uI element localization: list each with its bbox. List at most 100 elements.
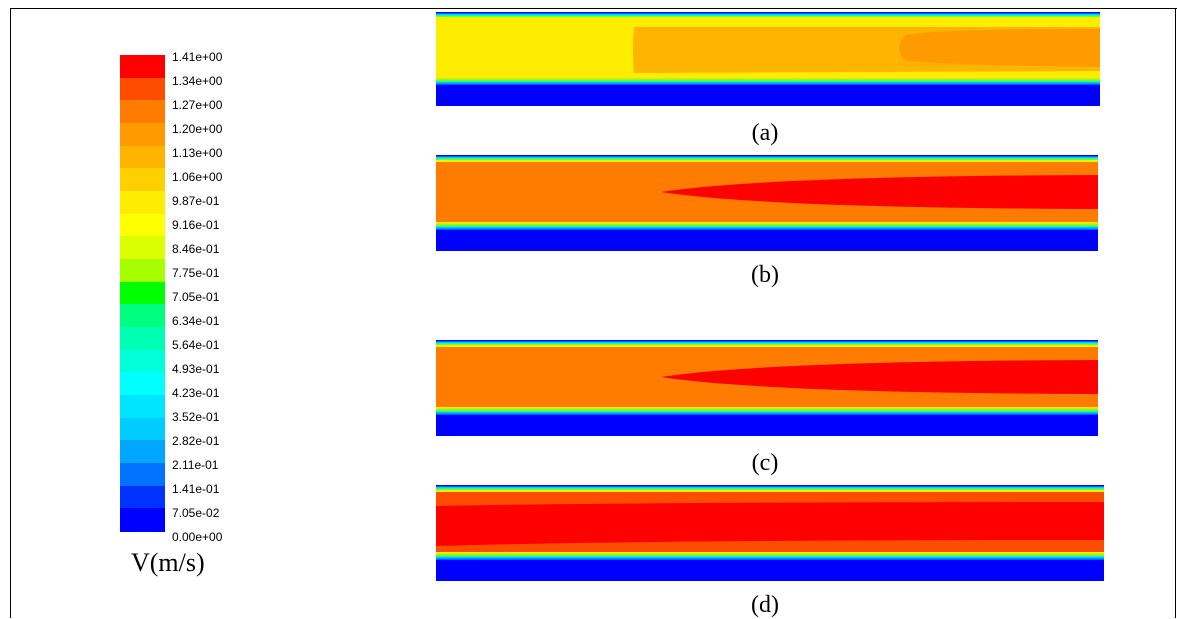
contour-band xyxy=(436,552,1104,554)
contour-band xyxy=(436,77,1100,79)
contour-band xyxy=(436,407,1098,409)
velocity-jet-region xyxy=(436,502,1104,546)
colorbar-swatch xyxy=(120,145,165,169)
contour-band xyxy=(436,487,1104,489)
contour-band xyxy=(436,156,1098,158)
contour-band xyxy=(436,342,1098,344)
caption-a: (a) xyxy=(751,120,779,146)
contour-band xyxy=(436,345,1098,347)
colorbar-tick-label: 7.05e-02 xyxy=(172,506,220,520)
colorbar-swatch xyxy=(120,100,165,124)
contour-band xyxy=(436,340,1098,342)
contour-band xyxy=(436,15,1100,17)
contour-band xyxy=(436,553,1104,555)
colorbar-tick-label: 8.46e-01 xyxy=(172,242,220,256)
contour-band xyxy=(436,83,1100,85)
contour-panel-c xyxy=(436,340,1098,436)
colorbar-swatch xyxy=(120,213,165,237)
colorbar-tick-label: 1.27e+00 xyxy=(172,98,223,112)
contour-band xyxy=(436,490,1104,492)
contour-band xyxy=(436,79,1100,81)
colorbar-tick-label: 1.41e+00 xyxy=(172,50,223,64)
colorbar-tick-label: 6.34e-01 xyxy=(172,314,220,328)
colorbar-swatch xyxy=(120,281,165,305)
colorbar-swatch xyxy=(120,304,165,328)
contour-band xyxy=(436,344,1098,346)
contour-band xyxy=(436,491,1104,493)
contour-band xyxy=(436,343,1098,345)
contour-band xyxy=(436,412,1098,414)
contour-plot-svg xyxy=(436,485,1104,581)
contour-band xyxy=(436,227,1098,229)
colorbar-tick-label: 2.11e-01 xyxy=(172,458,219,472)
colorbar-tick-label: 4.23e-01 xyxy=(172,386,220,400)
contour-plot-svg xyxy=(436,12,1100,106)
colorbar-tick-label: 2.82e-01 xyxy=(172,434,220,448)
contour-band xyxy=(436,157,1098,159)
colorbar-tick-label: 5.64e-01 xyxy=(172,338,220,352)
contour-band xyxy=(436,225,1098,228)
contour-band xyxy=(436,78,1100,80)
contour-band xyxy=(436,558,1104,560)
contour-band xyxy=(436,485,1104,487)
contour-panel-d xyxy=(436,485,1104,581)
velocity-jet-core xyxy=(899,29,1100,67)
contour-band xyxy=(436,488,1104,490)
caption-b: (b) xyxy=(751,262,779,288)
contour-band xyxy=(436,223,1098,225)
contour-band xyxy=(436,160,1098,162)
contour-band xyxy=(436,228,1098,230)
colorbar-tick-label: 4.93e-01 xyxy=(172,362,220,376)
contour-band xyxy=(436,82,1100,84)
colorbar-tick-label: 7.75e-01 xyxy=(172,266,220,280)
top-border xyxy=(10,8,1177,9)
contour-band xyxy=(436,408,1098,410)
colorbar-swatch xyxy=(120,259,165,283)
colorbar-swatch xyxy=(120,372,165,396)
colorbar-swatch xyxy=(120,77,165,101)
contour-band xyxy=(436,409,1098,411)
contour-panel-a xyxy=(436,12,1100,106)
contour-panel-b xyxy=(436,155,1098,251)
colorbar-swatch xyxy=(120,349,165,373)
colorbar-tick-label: 7.05e-01 xyxy=(172,290,220,304)
colorbar-swatch xyxy=(120,123,165,147)
colorbar-tick-label: 9.87e-01 xyxy=(172,194,220,208)
colorbar-swatch xyxy=(120,440,165,464)
contour-band xyxy=(436,346,1098,348)
colorbar-unit-label: V(m/s) xyxy=(131,548,205,577)
contour-band xyxy=(436,413,1098,415)
caption-d: (d) xyxy=(751,592,779,618)
colorbar-swatch xyxy=(120,508,165,532)
colorbar-tick-label: 1.06e+00 xyxy=(172,170,223,184)
velocity-jet-region xyxy=(661,175,1098,209)
contour-band xyxy=(436,17,1100,19)
colorbar-swatch xyxy=(120,463,165,487)
caption-c: (c) xyxy=(751,450,779,476)
contour-band xyxy=(436,155,1098,157)
contour-band xyxy=(436,16,1100,18)
contour-band xyxy=(436,224,1098,226)
colorbar-tick-label: 3.52e-01 xyxy=(172,410,220,424)
right-border xyxy=(1175,8,1176,618)
contour-band xyxy=(436,222,1098,224)
colorbar-tick-label: 9.16e-01 xyxy=(172,218,220,232)
velocity-jet-region xyxy=(661,360,1098,394)
colorbar-swatch xyxy=(120,417,165,441)
colorbar-swatch xyxy=(120,327,165,351)
contour-band xyxy=(436,161,1098,163)
contour-band xyxy=(436,341,1098,343)
contour-band xyxy=(436,489,1104,491)
colorbar-tick-label: 0.00e+00 xyxy=(172,530,223,544)
velocity-colorbar xyxy=(120,55,165,532)
colorbar-tick-label: 1.20e+00 xyxy=(172,122,223,136)
contour-band xyxy=(436,14,1100,16)
contour-band xyxy=(436,18,1100,20)
colorbar-tick-label: 1.41e-01 xyxy=(172,482,220,496)
colorbar-tick-label: 1.34e+00 xyxy=(172,74,223,88)
colorbar-swatch xyxy=(120,485,165,509)
contour-plot-svg xyxy=(436,155,1098,251)
contour-band xyxy=(436,158,1098,160)
colorbar-swatch xyxy=(120,168,165,192)
contour-band xyxy=(436,12,1100,14)
